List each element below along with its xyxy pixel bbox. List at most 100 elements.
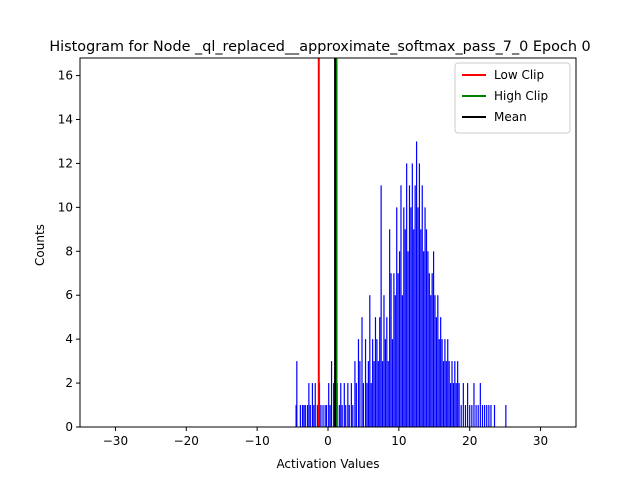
histogram-bar xyxy=(330,361,333,427)
histogram-bar xyxy=(414,185,416,427)
histogram-bar xyxy=(449,383,452,427)
histogram-bar xyxy=(311,383,314,427)
histogram-bar xyxy=(383,295,385,427)
histogram-bar xyxy=(357,339,360,427)
histogram-bar xyxy=(306,405,309,427)
histogram-bar xyxy=(488,405,490,427)
histogram-bar xyxy=(386,317,388,427)
histogram-bar xyxy=(376,339,378,427)
y-tick-label: 10 xyxy=(58,200,73,214)
histogram-bar xyxy=(314,383,316,427)
histogram-bar xyxy=(423,251,425,427)
histogram-bar xyxy=(296,361,298,427)
histogram-bar xyxy=(345,405,347,427)
y-tick-label: 8 xyxy=(65,244,73,258)
histogram-bar xyxy=(333,383,335,427)
histogram-bar xyxy=(324,405,326,427)
histogram-bar xyxy=(390,273,392,427)
histogram-bar xyxy=(384,339,386,427)
histogram-bar xyxy=(420,229,422,427)
histogram-bar xyxy=(413,229,415,427)
histogram-bar xyxy=(396,207,398,427)
histogram-bar xyxy=(316,405,318,427)
histogram-bar xyxy=(469,405,471,427)
y-axis-label: Counts xyxy=(33,224,47,266)
histogram-bar xyxy=(329,405,331,427)
histogram-bar xyxy=(350,383,352,427)
histogram-bar xyxy=(389,229,391,427)
histogram-bar xyxy=(432,251,435,427)
legend-label: Mean xyxy=(494,110,527,124)
legend-label: Low Clip xyxy=(494,68,544,82)
histogram-bar xyxy=(304,405,306,427)
x-tick-label: −20 xyxy=(174,434,199,448)
legend-label: High Clip xyxy=(494,89,548,103)
histogram-bar xyxy=(448,361,450,427)
histogram-bar xyxy=(424,207,426,427)
histogram-bar xyxy=(458,383,460,427)
histogram-bar xyxy=(407,251,409,427)
histogram-bar xyxy=(347,383,349,427)
histogram-bar xyxy=(475,405,477,427)
histogram-bar xyxy=(418,163,421,427)
histogram-bar xyxy=(400,185,402,427)
x-tick-label: 20 xyxy=(462,434,477,448)
x-axis-label: Activation Values xyxy=(276,457,379,471)
histogram-bar xyxy=(447,339,449,427)
histogram-bar xyxy=(354,361,356,427)
histogram-bar xyxy=(340,383,342,427)
histogram-bar xyxy=(440,317,442,427)
histogram-bar xyxy=(442,361,445,427)
histogram-bar xyxy=(483,405,486,427)
histogram-bar xyxy=(394,295,396,427)
histogram-bar xyxy=(362,383,365,427)
histogram-bar xyxy=(313,405,315,427)
histogram-bar xyxy=(367,361,369,427)
histogram-bar xyxy=(387,361,389,427)
chart-title: Histogram for Node _ql_replaced__approxi… xyxy=(49,39,590,55)
histogram-bar xyxy=(481,405,484,427)
histogram-bar xyxy=(454,361,456,427)
histogram-bar xyxy=(428,273,430,427)
histogram-bar xyxy=(444,339,446,427)
x-tick-label: −30 xyxy=(103,434,128,448)
histogram-bar xyxy=(379,317,381,427)
histogram-bar xyxy=(438,339,440,427)
histogram-bar xyxy=(364,339,367,427)
histogram-bar xyxy=(493,405,496,427)
histogram-bar xyxy=(380,185,382,427)
histogram-bar xyxy=(421,185,423,427)
histogram-bar xyxy=(361,317,363,427)
histogram-bar xyxy=(348,405,350,427)
histogram-bar xyxy=(393,273,395,427)
histogram-bar xyxy=(359,361,361,427)
plot-area: −30 −20 −10 0 10 20 30 0 2 4 6 8 10 12 14 16 Low Clip Hig… xyxy=(58,57,577,448)
histogram-bar xyxy=(445,361,447,427)
histogram-bar xyxy=(328,383,330,427)
histogram-bar xyxy=(299,405,301,427)
legend-box xyxy=(454,62,571,134)
histogram-bar xyxy=(341,405,343,427)
histogram-bar xyxy=(355,383,357,427)
y-tick-label: 14 xyxy=(58,113,73,127)
histogram-bar xyxy=(338,405,340,427)
x-tick-label: 30 xyxy=(533,434,548,448)
histogram-bar xyxy=(366,383,368,427)
histogram-bar xyxy=(437,295,439,427)
y-tick-label: 4 xyxy=(65,332,73,346)
histogram-bar xyxy=(391,339,394,427)
histogram-bar xyxy=(505,405,507,427)
histogram-bar xyxy=(427,251,429,427)
histogram-bar xyxy=(415,141,418,427)
histogram-bar xyxy=(397,273,399,427)
y-tick-label: 16 xyxy=(58,69,73,83)
histogram-bar xyxy=(434,295,436,427)
histogram-bar xyxy=(477,405,479,427)
histogram-bar xyxy=(430,295,432,427)
histogram-bar xyxy=(479,383,481,427)
y-tick-label: 0 xyxy=(65,420,73,434)
histogram-bar xyxy=(404,229,406,427)
histogram-bar xyxy=(320,405,322,427)
